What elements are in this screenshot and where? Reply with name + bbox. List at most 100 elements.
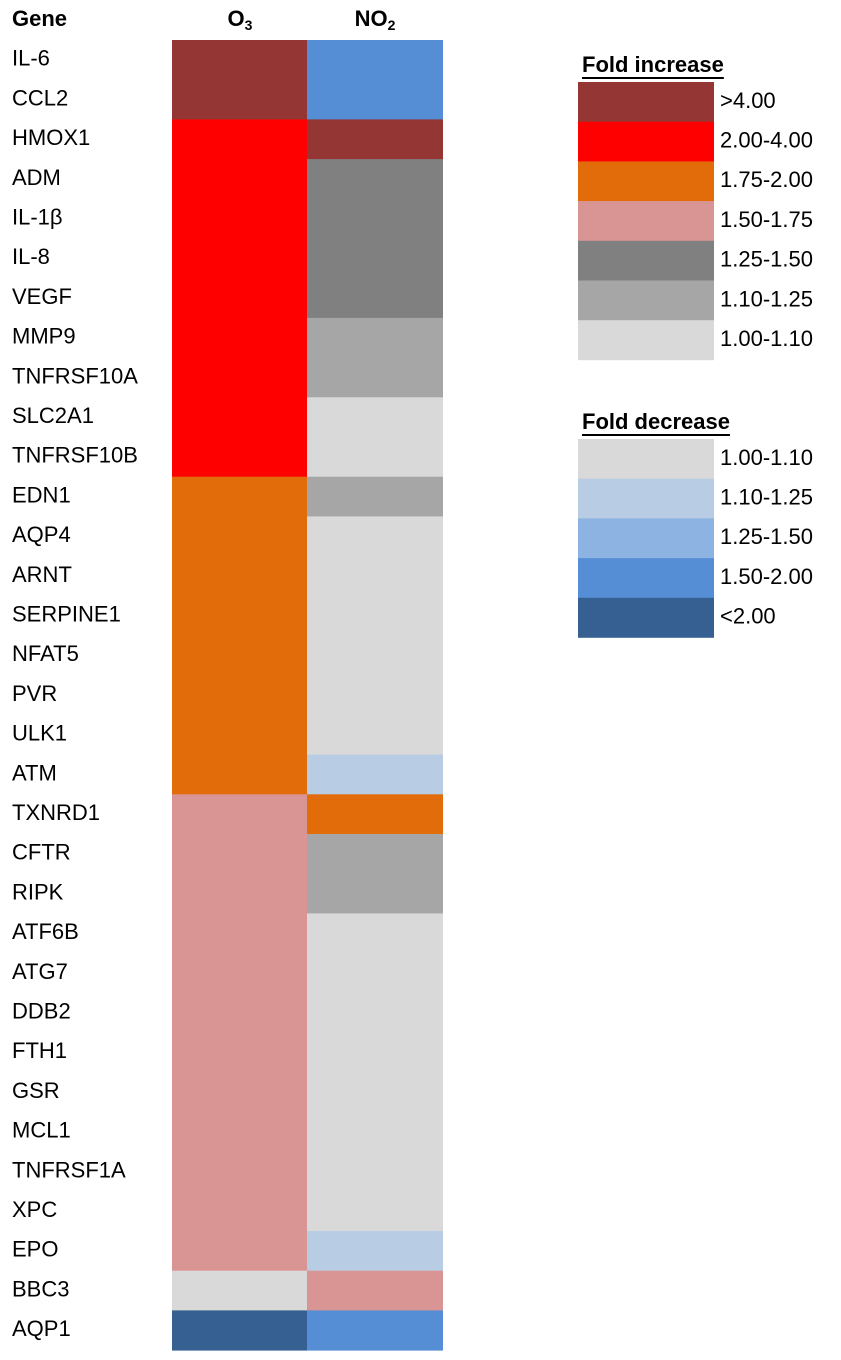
legend-label: 1.10-1.25	[720, 286, 813, 311]
legend-swatch	[578, 597, 714, 638]
gene-label: TXNRD1	[12, 800, 100, 825]
o3-cell	[172, 159, 307, 200]
gene-label: ATG7	[12, 959, 68, 984]
no2-header-text: NO	[355, 6, 388, 31]
o3-cell	[172, 40, 307, 81]
no2-cell	[307, 476, 443, 517]
legend-label: 2.00-4.00	[720, 128, 813, 153]
no2-header: NO2	[355, 6, 396, 33]
legend-label: <2.00	[720, 604, 776, 629]
legend-label: >4.00	[720, 88, 776, 113]
o3-cell	[172, 913, 307, 954]
o3-cell	[172, 357, 307, 398]
no2-cell	[307, 278, 443, 319]
gene-label: GSR	[12, 1078, 60, 1103]
gene-label: NFAT5	[12, 641, 79, 666]
no2-cell	[307, 1151, 443, 1192]
legend-swatch	[578, 439, 714, 479]
gene-label: ADM	[12, 165, 61, 190]
gene-label: SLC2A1	[12, 403, 94, 428]
legend-label: 1.50-2.00	[720, 564, 813, 589]
no2-cell	[307, 595, 443, 636]
no2-cell	[307, 675, 443, 716]
no2-cell	[307, 1191, 443, 1232]
legend-label: 1.10-1.25	[720, 485, 813, 510]
no2-cell	[307, 1270, 443, 1311]
no2-cell	[307, 119, 443, 160]
o3-cell	[172, 1032, 307, 1073]
o3-cell	[172, 437, 307, 478]
no2-cell	[307, 159, 443, 200]
legend-label: 1.00-1.10	[720, 326, 813, 351]
no2-cell	[307, 953, 443, 994]
legend-label: 1.25-1.50	[720, 247, 813, 272]
gene-label: EDN1	[12, 482, 71, 507]
legend-swatch	[578, 518, 714, 559]
no2-cell	[307, 794, 443, 835]
gene-label: TNFRSF10B	[12, 443, 138, 468]
o3-cell	[172, 238, 307, 279]
gene-label: DDB2	[12, 998, 71, 1023]
o3-cell	[172, 1072, 307, 1113]
no2-cell	[307, 1111, 443, 1153]
no2-header-sub: 2	[388, 17, 396, 33]
gene-label: TNFRSF1A	[12, 1157, 126, 1182]
gene-label: IL-1β	[12, 204, 63, 229]
no2-cell	[307, 992, 443, 1033]
gene-label: ULK1	[12, 721, 67, 746]
gene-label: AQP1	[12, 1316, 71, 1341]
no2-cell	[307, 1032, 443, 1073]
o3-cell	[172, 754, 307, 795]
o3-cell	[172, 953, 307, 994]
o3-cell	[172, 119, 307, 160]
gene-label: ARNT	[12, 562, 72, 587]
no2-cell	[307, 873, 443, 914]
gene-label: FTH1	[12, 1038, 67, 1063]
o3-cell	[172, 635, 307, 676]
legend-swatch	[578, 201, 714, 242]
no2-cell	[307, 79, 443, 120]
gene-label: AQP4	[12, 522, 71, 547]
o3-cell	[172, 834, 307, 875]
legend-label: 1.00-1.10	[720, 445, 813, 470]
no2-cell	[307, 198, 443, 239]
gene-label: BBC3	[12, 1276, 69, 1301]
no2-cell	[307, 913, 443, 954]
legend-swatch	[578, 320, 714, 361]
no2-cell	[307, 834, 443, 875]
o3-cell	[172, 556, 307, 597]
no2-cell	[307, 317, 443, 359]
o3-cell	[172, 675, 307, 716]
gene-label: XPC	[12, 1197, 57, 1222]
o3-cell	[172, 1151, 307, 1192]
o3-cell	[172, 79, 307, 120]
gene-label: CCL2	[12, 85, 68, 110]
no2-cell	[307, 1072, 443, 1113]
no2-cell	[307, 754, 443, 795]
legend-title: Fold increase	[582, 52, 724, 77]
legend-label: 1.50-1.75	[720, 207, 813, 232]
gene-label: HMOX1	[12, 125, 90, 150]
o3-cell	[172, 873, 307, 914]
gene-label: RIPK	[12, 879, 64, 904]
no2-cell	[307, 714, 443, 756]
o3-cell	[172, 794, 307, 835]
no2-cell	[307, 635, 443, 676]
o3-cell	[172, 1310, 307, 1351]
no2-cell	[307, 357, 443, 398]
no2-cell	[307, 516, 443, 557]
o3-cell	[172, 278, 307, 319]
no2-cell	[307, 40, 443, 81]
no2-cell	[307, 397, 443, 438]
legend-swatch	[578, 121, 714, 162]
gene-label: MCL1	[12, 1118, 71, 1143]
o3-cell	[172, 1111, 307, 1153]
legend-swatch	[578, 82, 714, 122]
o3-cell	[172, 1231, 307, 1272]
o3-cell	[172, 476, 307, 517]
gene-label: PVR	[12, 681, 57, 706]
legend-title: Fold decrease	[582, 409, 730, 434]
no2-cell	[307, 1231, 443, 1272]
o3-cell	[172, 317, 307, 359]
